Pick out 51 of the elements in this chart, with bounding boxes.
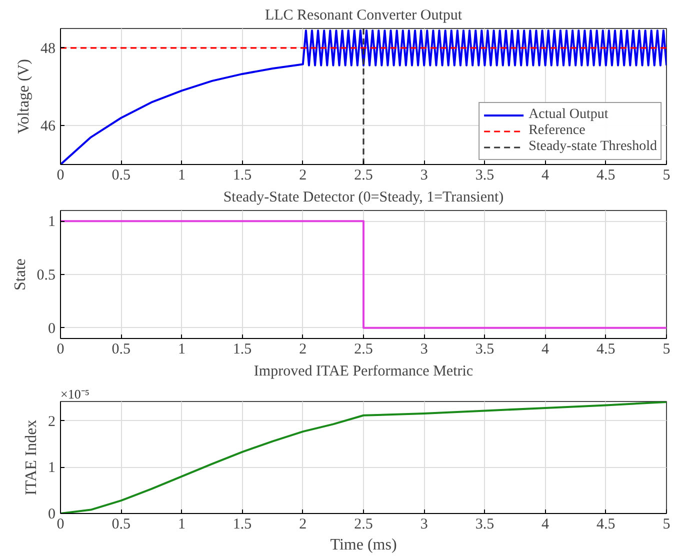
- x-tick-label: 3.5: [475, 342, 494, 358]
- ref-line-label: Steady-state Threshold: [528, 139, 657, 155]
- y-axis-title: State: [12, 258, 29, 290]
- x-tick-label: 1: [178, 168, 186, 184]
- x-axis-title: Time (ms): [330, 536, 397, 554]
- x-tick-label: 4: [542, 342, 550, 358]
- x-tick-label: 1: [178, 516, 186, 532]
- y-tick-label: 46: [40, 118, 56, 135]
- line-series: [60, 402, 666, 514]
- y-tick-label: 1: [48, 460, 56, 476]
- chart-title: Improved ITAE Performance Metric: [254, 364, 474, 380]
- x-tick-label: 0.5: [112, 168, 130, 184]
- legend-label: Reference: [528, 123, 586, 139]
- y-axis-title: ITAE Index: [23, 420, 40, 496]
- y-tick-label: 48: [40, 40, 56, 57]
- x-tick-label: 4.5: [596, 168, 616, 184]
- annotation: ×10⁻⁵: [60, 386, 90, 402]
- x-tick-label: 5: [662, 342, 670, 358]
- x-tick-label: 5: [662, 168, 670, 184]
- y-tick-label: 0: [48, 320, 56, 337]
- line-series: [60, 29, 666, 164]
- x-tick-label: 0.5: [112, 342, 130, 358]
- x-tick-label: 5: [662, 516, 670, 532]
- x-tick-label: 2.5: [354, 516, 373, 532]
- y-tick-label: 2: [48, 414, 56, 430]
- x-tick-label: 3.5: [475, 168, 494, 184]
- x-tick-label: 2.5: [354, 168, 373, 184]
- x-tick-label: 1.5: [232, 168, 252, 184]
- x-tick-label: 3: [420, 342, 428, 358]
- x-tick-label: 2: [299, 342, 307, 358]
- x-tick-label: 4: [542, 168, 550, 184]
- chart-title: LLC Resonant Converter Output: [264, 8, 463, 24]
- x-tick-label: 4: [542, 516, 550, 532]
- x-tick-label: 1: [178, 342, 186, 358]
- y-tick-label: 1: [48, 214, 56, 230]
- x-tick-label: 3.5: [475, 516, 494, 532]
- x-tick-label: 3: [420, 168, 428, 184]
- y-tick-label: 0: [48, 506, 56, 522]
- x-tick-label: 1.5: [232, 516, 252, 532]
- x-tick-label: 2: [299, 168, 307, 184]
- x-tick-label: 4.5: [596, 516, 616, 532]
- x-tick-label: 3: [420, 516, 428, 532]
- x-tick-label: 0.5: [112, 516, 130, 532]
- y-tick-label: 0.5: [36, 268, 56, 284]
- x-tick-label: 4.5: [596, 342, 616, 358]
- x-tick-label: 2.5: [354, 342, 373, 358]
- legend-label: Actual Output: [528, 107, 608, 123]
- y-axis-title: Voltage (V): [16, 59, 32, 134]
- x-tick-label: 2: [299, 516, 307, 532]
- x-tick-label: 1.5: [232, 342, 252, 358]
- chart-title: Steady-State Detector (0=Steady, 1=Transient): [223, 190, 504, 206]
